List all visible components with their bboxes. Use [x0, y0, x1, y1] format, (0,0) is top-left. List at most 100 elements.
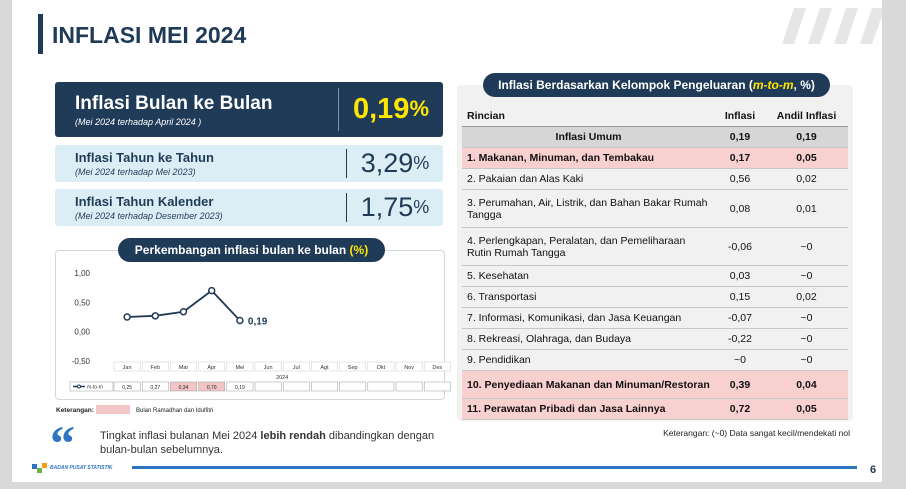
table-cell [198, 381, 226, 392]
legend-label: m-to-m [87, 385, 103, 391]
value-label: 0,27 [150, 385, 160, 391]
card: Inflasi Tahun ke Tahun (Mei 2024 terhadap… [55, 145, 443, 182]
card-value-box: 1,75% [346, 192, 443, 222]
card-unit: % [413, 152, 430, 173]
table-title: Inflasi Berdasarkan Kelompok Pengeluaran… [483, 73, 830, 97]
table-cell: 5. Kesehatan [467, 270, 529, 282]
point [207, 286, 216, 295]
x-tick-label: Nov [404, 365, 414, 371]
legend-cell [69, 381, 114, 392]
card-title: Inflasi Tahun ke Tahun [75, 150, 214, 165]
table-cell [141, 381, 169, 392]
card-value: 0,19 [352, 92, 410, 125]
table-cell: 0,72 [729, 403, 751, 415]
card: Inflasi Bulan ke Bulan (Mei 2024 terhadap… [55, 82, 443, 137]
table-row: 10. Penyediaan Makanan dan Minuman/Resto… [462, 371, 848, 399]
table-cell [311, 381, 338, 392]
series-line [127, 289, 241, 322]
month-cell [395, 361, 423, 372]
table-title-end: , %) [793, 78, 815, 92]
card-unit: % [413, 196, 430, 217]
quote-after: dibandingkan dengan bulan-bulan sebelumn… [100, 430, 435, 456]
footer-org: BADAN PUSAT STATISTIK [50, 465, 113, 471]
table-cell: 0,15 [729, 291, 751, 303]
point [236, 316, 244, 325]
table-cell: 10. Penyediaan Makanan dan Minuman/Resto… [467, 378, 710, 391]
table-cell [254, 381, 282, 392]
card-subtitle: (Mei 2024 terhadap Mei 2023) [75, 167, 196, 177]
table-cell: ~0 [800, 270, 813, 282]
x-tick-label: Jan [123, 365, 132, 371]
table-row: 5. Kesehatan 0,03 ~0 [462, 266, 848, 287]
logo-stripes [782, 8, 882, 44]
table-title-text: Inflasi Berdasarkan Kelompok Pengeluaran… [498, 78, 753, 92]
table-cell: 9. Pendidikan [467, 354, 531, 366]
chart-title-unit: (%) [349, 243, 369, 257]
table-cell: 11. Perawatan Pribadi dan Jasa Lainnya [467, 403, 666, 415]
table-row: 1. Makanan, Minuman, dan Tembakau 0,17 0,0… [462, 148, 848, 169]
table-cell: 0,05 [796, 152, 817, 164]
table-cell [282, 381, 310, 392]
table-cell: 1. Makanan, Minuman, dan Tembakau [467, 152, 655, 164]
table-title-em: m-to-m [752, 78, 794, 92]
table-cell: ~0 [800, 333, 813, 345]
table-cell: 0,02 [796, 291, 817, 303]
chart: 1,00 0,50 0,00 -0,50 Jan Feb Mar Apr Mei Jun Jul Ag… [56, 269, 451, 414]
table-cell [226, 381, 254, 392]
table-cell [170, 381, 197, 392]
x-tick-label: Apr [207, 365, 216, 371]
card-title: Inflasi Tahun Kalender [75, 194, 214, 209]
table-cell: 0,01 [796, 202, 817, 215]
table-row: 3. Perumahan, Air, Listrik, dan Bahan Ba… [462, 190, 848, 228]
month-cell [170, 361, 197, 372]
table-cell [423, 381, 451, 392]
month-cell [282, 361, 310, 372]
card-value: 3,29 [360, 148, 414, 178]
month-cell [113, 361, 141, 372]
card-unit: % [409, 96, 429, 122]
table-cell: 0,02 [796, 173, 817, 185]
table-cell [113, 381, 141, 392]
card-label: Inflasi Tahun Kalender (Mei 2024 terhadap… [55, 194, 346, 221]
x-tick-label: Mar [179, 365, 189, 371]
table-cell: 0,04 [796, 378, 817, 391]
page-number: 6 [870, 464, 877, 476]
x-tick-label: Agt [320, 365, 329, 371]
point [123, 313, 131, 321]
table-cell: -0,07 [728, 312, 752, 324]
value-label: 0,25 [122, 385, 132, 391]
table-row: 11. Perawatan Pribadi dan Jasa Lainnya 0,… [462, 399, 848, 420]
card-label: Inflasi Tahun ke Tahun (Mei 2024 terhadap… [55, 150, 346, 177]
title-bar [38, 14, 43, 54]
table-cell: 2. Pakaian dan Alas Kaki [467, 173, 584, 185]
table-header: Rincian Inflasi Andil Inflasi [462, 106, 848, 127]
table-cell: 3. Perumahan, Air, Listrik, dan Bahan Ba… [467, 196, 708, 221]
value-label: 0,19 [235, 385, 245, 391]
month-cell [254, 361, 282, 372]
table-cell: 0,56 [729, 173, 751, 185]
table-cell: 0,19 [729, 131, 751, 143]
month-cell [423, 361, 451, 372]
note-swatch [96, 405, 130, 414]
x-tick-label: Des [432, 365, 442, 371]
card-label: Inflasi Bulan ke Bulan (Mei 2024 terhadap… [55, 93, 338, 127]
quote: Tingkat inflasi bulanan Mei 2024 lebih r… [100, 429, 460, 457]
table-cell: 0,39 [729, 378, 751, 391]
table-cell: 0,17 [729, 152, 751, 164]
table-cell [367, 381, 395, 392]
month-cell [198, 361, 226, 372]
table-row: 7. Informasi, Komunikasi, dan Jasa Keuan… [462, 308, 848, 329]
slide-title: INFLASI MEI 2024 [52, 22, 247, 48]
table-cell: ~0 [800, 240, 813, 253]
y-tick-label: 1,00 [74, 269, 90, 278]
x-tick-label: Jun [264, 365, 273, 371]
table-cell: 0,05 [796, 403, 817, 415]
chart-panel [55, 250, 445, 400]
table-cell: 0,03 [729, 270, 751, 282]
x-tick-label: Jul [293, 365, 300, 371]
annotation: 0,19 [248, 317, 268, 328]
y-tick-label: -0,50 [72, 357, 91, 366]
table-cell: 6. Transportasi [467, 291, 537, 303]
table-cell: 0,19 [796, 131, 817, 143]
point [179, 307, 188, 316]
